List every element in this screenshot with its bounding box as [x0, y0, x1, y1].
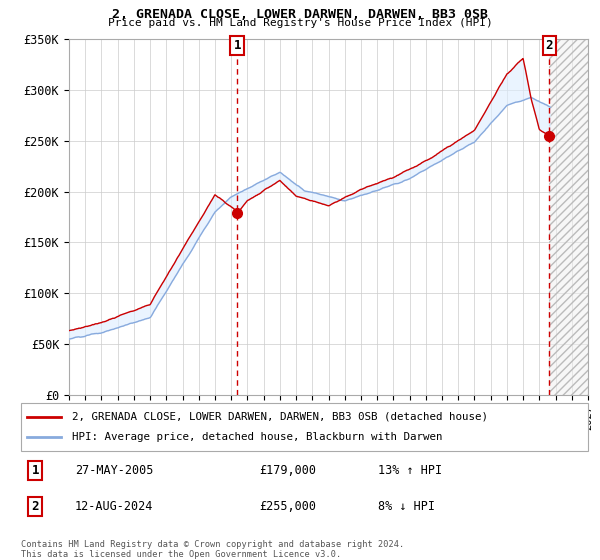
Text: £255,000: £255,000 [259, 500, 316, 513]
Text: Contains HM Land Registry data © Crown copyright and database right 2024.
This d: Contains HM Land Registry data © Crown c… [21, 540, 404, 559]
Text: Price paid vs. HM Land Registry's House Price Index (HPI): Price paid vs. HM Land Registry's House … [107, 18, 493, 29]
Text: 8% ↓ HPI: 8% ↓ HPI [378, 500, 435, 513]
FancyBboxPatch shape [21, 403, 588, 451]
Text: 2, GRENADA CLOSE, LOWER DARWEN, DARWEN, BB3 0SB: 2, GRENADA CLOSE, LOWER DARWEN, DARWEN, … [112, 8, 488, 21]
Text: 2: 2 [31, 500, 39, 513]
Text: £179,000: £179,000 [259, 464, 316, 477]
Text: 27-MAY-2005: 27-MAY-2005 [75, 464, 153, 477]
Text: 2, GRENADA CLOSE, LOWER DARWEN, DARWEN, BB3 0SB (detached house): 2, GRENADA CLOSE, LOWER DARWEN, DARWEN, … [72, 412, 488, 422]
Bar [550, 39, 588, 395]
Text: HPI: Average price, detached house, Blackburn with Darwen: HPI: Average price, detached house, Blac… [72, 432, 443, 442]
Text: 2: 2 [545, 39, 553, 52]
Text: 12-AUG-2024: 12-AUG-2024 [75, 500, 153, 513]
Text: 13% ↑ HPI: 13% ↑ HPI [378, 464, 442, 477]
Text: 1: 1 [31, 464, 39, 477]
Text: 1: 1 [233, 39, 241, 52]
